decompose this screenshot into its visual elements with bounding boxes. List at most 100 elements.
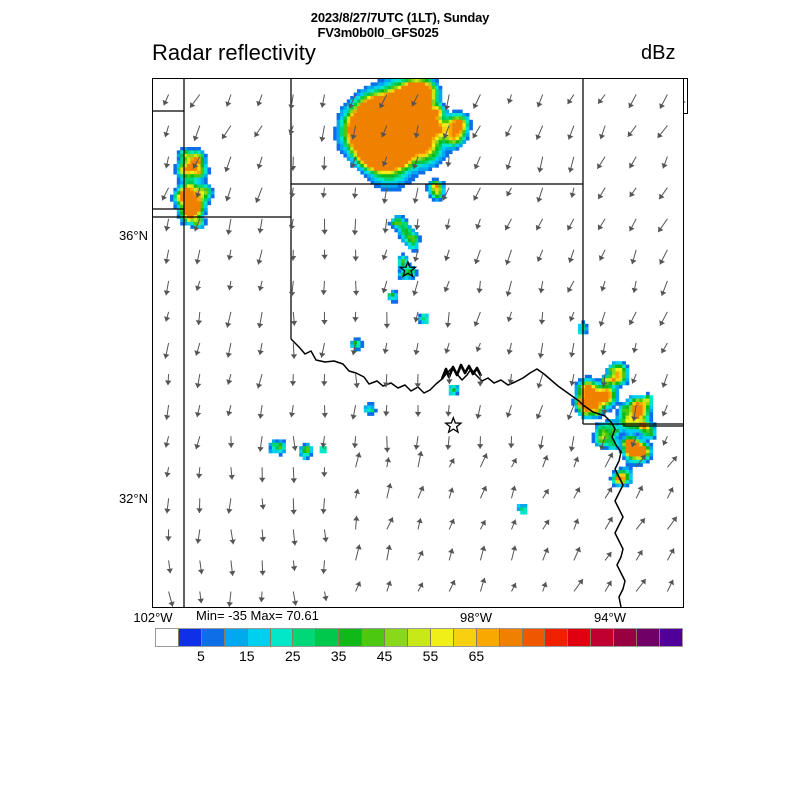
radar-echo-cell <box>336 116 341 121</box>
radar-echo-cell <box>391 126 395 131</box>
radar-echo-cell <box>367 99 371 104</box>
radar-echo-cell <box>176 208 181 212</box>
radar-echo-cell <box>391 140 395 144</box>
radar-echo-cell <box>391 106 395 110</box>
radar-echo-cell <box>435 160 439 165</box>
radar-echo-cell <box>401 102 405 107</box>
radar-echo-cell <box>387 123 392 127</box>
radar-echo-cell <box>207 167 212 172</box>
radar-echo-cell <box>404 170 409 175</box>
radar-echo-cell <box>615 381 620 386</box>
radar-echo-cell <box>204 167 208 172</box>
radar-echo-cell <box>584 388 589 393</box>
radar-echo-cell <box>183 184 188 189</box>
colorbar-segment-1 <box>178 629 202 646</box>
radar-echo-cell <box>340 147 344 151</box>
radar-echo-cell <box>360 126 365 131</box>
radar-echo-cell <box>425 160 429 165</box>
radar-echo-cell <box>384 136 388 141</box>
radar-echo-cell <box>200 181 205 185</box>
radar-echo-cell <box>357 160 361 165</box>
radar-echo-cell <box>401 228 405 233</box>
radar-echo-cell <box>615 368 620 372</box>
radar-echo-cell <box>197 201 201 206</box>
wind-vector-arrow <box>600 374 608 387</box>
radar-echo-cell <box>391 160 395 165</box>
radar-echo-cell <box>367 123 371 127</box>
radar-echo-cell <box>612 436 616 440</box>
radar-echo-cell <box>425 150 429 155</box>
radar-echo-cell <box>408 96 412 100</box>
radar-echo-cell <box>421 140 426 144</box>
radar-echo-cell <box>578 398 582 403</box>
radar-echo-cell <box>584 402 589 406</box>
wind-vector-arrow <box>661 373 668 388</box>
radar-echo-cell <box>418 99 422 104</box>
colorbar[interactable] <box>155 628 683 647</box>
colorbar-segment-8 <box>339 629 363 646</box>
radar-echo-cell <box>612 446 616 450</box>
radar-echo-cell <box>272 439 276 444</box>
wind-vector-arrow <box>475 218 482 230</box>
wind-vector-arrow <box>224 156 232 173</box>
radar-echo-cell <box>629 436 633 440</box>
radar-echo-cell <box>319 446 324 450</box>
map-canvas <box>153 79 683 607</box>
radar-echo-cell <box>197 198 201 202</box>
radar-echo-cell <box>187 153 191 158</box>
radar-echo-cell <box>578 395 582 399</box>
radar-echo-cell <box>435 198 439 202</box>
radar-echo-cell <box>176 174 181 178</box>
radar-echo-cell <box>268 442 273 447</box>
radar-echo-cell <box>618 371 623 376</box>
radar-echo-cell <box>639 446 643 450</box>
radar-echo-cell <box>574 402 579 406</box>
radar-echo-cell <box>622 412 626 416</box>
colorbar-segment-3 <box>224 629 248 646</box>
radar-echo-cell <box>384 143 388 148</box>
radar-echo-cell <box>418 157 422 161</box>
radar-echo-cell <box>404 225 409 229</box>
radar-echo-cell <box>408 228 412 233</box>
radar-echo-cell <box>370 405 375 410</box>
radar-echo-cell <box>180 191 184 195</box>
radar-echo-cell <box>404 82 409 87</box>
radar-echo-cell <box>200 221 205 226</box>
wind-vector-arrow <box>628 311 637 326</box>
radar-echo-cell <box>455 116 460 121</box>
radar-echo-cell <box>639 408 643 413</box>
radar-echo-cell <box>394 136 399 141</box>
radar-echo-cell <box>401 255 405 260</box>
radar-echo-cell <box>435 184 439 189</box>
radar-echo-cell <box>180 218 184 223</box>
radar-echo-cell <box>397 170 402 175</box>
radar-echo-cell <box>187 160 191 165</box>
radar-echo-cell <box>612 388 616 393</box>
radar-echo-cell <box>625 364 630 369</box>
radar-echo-cell <box>387 96 392 100</box>
wind-vector-arrow <box>355 452 362 468</box>
radar-echo-cell <box>357 150 361 155</box>
radar-echo-cell <box>649 446 654 450</box>
radar-echo-cell <box>401 150 405 155</box>
wind-vector-arrow <box>291 591 299 606</box>
wind-vector-arrow <box>225 94 232 107</box>
radar-echo-cell <box>455 147 460 151</box>
radar-echo-cell <box>612 378 616 382</box>
wind-vector-arrow <box>322 529 329 543</box>
radar-echo-cell <box>357 147 361 151</box>
radar-echo-cell <box>397 92 402 97</box>
radar-echo-cell <box>370 116 375 121</box>
wind-vector-arrow <box>412 280 419 296</box>
radar-echo-cell <box>180 177 184 182</box>
station-marker-layer <box>398 260 463 434</box>
radar-echo-cell <box>397 221 402 226</box>
radar-echo-cell <box>357 119 361 124</box>
radar-echo-cell <box>197 211 201 216</box>
radar-echo-cell <box>442 109 446 114</box>
radar-echo-cell <box>360 170 365 175</box>
radar-echo-cell <box>646 415 650 420</box>
radar-echo-cell <box>448 123 453 127</box>
radar-echo-cell <box>377 123 382 127</box>
radar-echo-cell <box>411 235 416 240</box>
